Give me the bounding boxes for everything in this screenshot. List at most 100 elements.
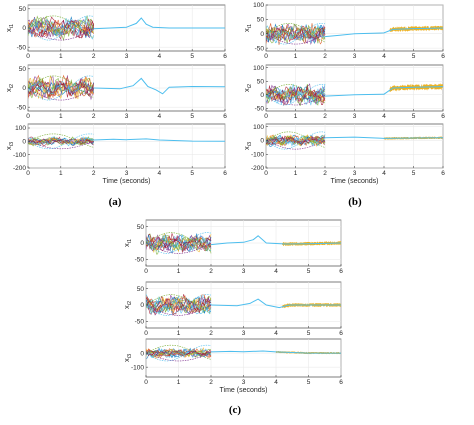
series-line (28, 16, 94, 40)
y-tick-label: 50 (19, 66, 27, 73)
y-axis-label: xi2 (4, 84, 15, 92)
series-line (28, 22, 94, 34)
converged-series-line (93, 77, 225, 95)
band-line (282, 303, 341, 308)
converged-series-line (210, 350, 341, 354)
x-axis-label: Time (seconds) (331, 178, 379, 185)
y-axis-label-subscript: i1 (247, 24, 253, 28)
y-axis-label-subscript: i2 (127, 301, 133, 305)
series-line (266, 26, 326, 41)
y-axis-label-main: x (4, 88, 13, 92)
y-axis-label: xi1 (4, 24, 15, 32)
series-line (28, 15, 94, 42)
x-tick-label: 4 (382, 113, 386, 120)
series-group (146, 294, 341, 316)
x-tick-label: 6 (223, 170, 227, 177)
band-line (389, 25, 443, 32)
y-tick-label: -50 (135, 319, 145, 326)
series-line (146, 296, 212, 312)
series-line (266, 27, 326, 42)
y-tick-label: -100 (251, 151, 264, 158)
subplot-i3: 0 -100 0 1 2 3 4 5 6 xi3 (122, 338, 343, 386)
series-line (266, 23, 326, 44)
y-tick-label: 50 (257, 78, 265, 85)
x-tick-label: 5 (307, 268, 311, 275)
x-tick-label: 3 (242, 330, 246, 337)
series-group (266, 23, 443, 45)
x-tick-label: 0 (264, 170, 268, 177)
x-axis-label: Time (seconds) (103, 178, 151, 185)
series-line-excursion (28, 15, 94, 41)
series-line (146, 296, 212, 315)
y-axis-label-main: x (242, 28, 251, 32)
panel-caption: (a) (109, 196, 122, 208)
series-group (146, 344, 341, 362)
y-axis-label-main: x (4, 146, 13, 150)
y-tick-label: -50 (17, 44, 27, 51)
y-tick-label: -200 (13, 165, 26, 172)
x-tick-label: 2 (323, 113, 327, 120)
series-line-excursion (28, 75, 94, 101)
series-group (266, 131, 443, 150)
y-tick-label: -50 (255, 45, 265, 52)
x-tick-label: 4 (158, 113, 162, 120)
y-tick-label: -50 (255, 105, 265, 112)
series-line (28, 19, 94, 39)
series-line (28, 136, 94, 147)
series-line (266, 23, 326, 45)
series-line (146, 347, 212, 359)
y-tick-label: 50 (137, 286, 145, 293)
y-axis-label-subscript: i1 (9, 24, 15, 28)
series-line-excursion (146, 344, 212, 360)
series-line-excursion (28, 15, 94, 39)
x-tick-label: 5 (190, 170, 194, 177)
y-tick-label: -100 (13, 152, 26, 159)
x-tick-label: 5 (190, 113, 194, 120)
y-tick-label: 0 (260, 92, 264, 99)
x-tick-label: 5 (412, 53, 416, 60)
x-tick-label: 6 (441, 170, 445, 177)
converged-series-line (324, 86, 443, 97)
x-tick-label: 2 (92, 53, 96, 60)
x-tick-label: 3 (242, 379, 246, 386)
y-axis-label-subscript: i2 (9, 84, 15, 88)
y-tick-label: 0 (22, 25, 26, 32)
y-tick-label: -200 (251, 165, 264, 172)
y-axis-label-subscript: i2 (247, 84, 253, 88)
series-line (28, 81, 94, 96)
converged-series-line (324, 27, 443, 38)
series-line (146, 236, 212, 250)
series-line-excursion (266, 33, 326, 45)
x-tick-label: 4 (274, 379, 278, 386)
x-tick-label: 0 (144, 330, 148, 337)
x-tick-label: 2 (323, 170, 327, 177)
y-axis-label: xi3 (4, 142, 15, 150)
y-axis-label: xi1 (122, 239, 133, 247)
y-axis-label: xi3 (242, 142, 253, 150)
x-tick-label: 4 (382, 53, 386, 60)
x-tick-label: 3 (242, 268, 246, 275)
y-axis-label-subscript: i3 (9, 142, 15, 146)
y-axis-label-main: x (4, 28, 13, 32)
subplot-i2: 50 0 -50 0 1 2 3 4 5 6 xi2 (122, 281, 343, 337)
y-axis-label: xi2 (122, 301, 133, 309)
x-tick-label: 1 (59, 53, 63, 60)
y-tick-label: 100 (253, 65, 264, 72)
x-tick-label: 6 (339, 268, 343, 275)
y-axis-label: xi3 (122, 354, 133, 362)
series-group (28, 133, 225, 150)
x-tick-label: 5 (412, 113, 416, 120)
series-line-excursion (266, 131, 326, 148)
panel-caption: (b) (348, 196, 362, 208)
y-axis-label-subscript: i1 (127, 239, 133, 243)
series-line (146, 234, 212, 252)
x-tick-label: 4 (158, 170, 162, 177)
series-line (266, 135, 326, 146)
x-tick-label: 1 (294, 113, 298, 120)
